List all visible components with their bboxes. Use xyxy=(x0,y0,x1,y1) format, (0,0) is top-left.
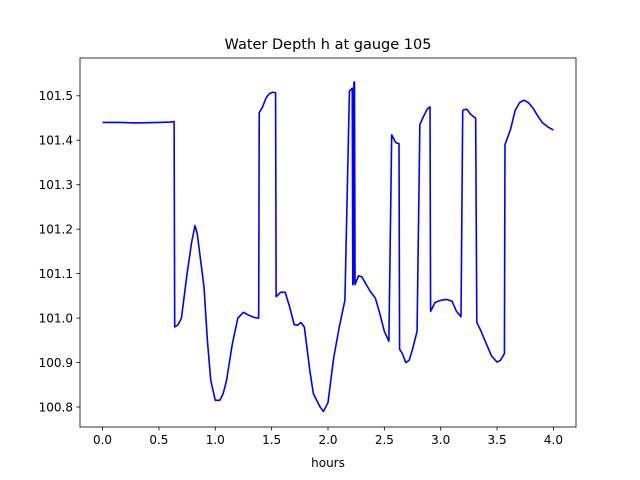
y-tick-label: 101.0 xyxy=(39,311,73,325)
y-tick-label: 100.8 xyxy=(39,400,73,414)
plot-frame xyxy=(79,57,577,428)
x-tick-label: 1.5 xyxy=(262,433,281,447)
y-tick-label: 100.9 xyxy=(39,356,73,370)
plot-area xyxy=(79,57,577,428)
y-tick-label: 101.2 xyxy=(39,222,73,236)
x-axis-label: hours xyxy=(311,456,345,470)
x-axis: 0.0 0.5 1.0 1.5 2.0 2.5 3.0 3.5 4.0 xyxy=(93,427,563,447)
x-tick-label: 2.5 xyxy=(375,433,394,447)
x-tick-label: 3.0 xyxy=(431,433,450,447)
x-tick-label: 0.5 xyxy=(149,433,168,447)
chart-title: Water Depth h at gauge 105 xyxy=(225,37,432,53)
series-line-0 xyxy=(102,81,554,413)
x-tick-label: 0.0 xyxy=(93,433,112,447)
x-tick-label: 4.0 xyxy=(544,433,563,447)
y-tick-label: 101.4 xyxy=(39,134,73,148)
x-tick-label: 3.5 xyxy=(488,433,507,447)
y-tick-label: 101.3 xyxy=(39,178,73,192)
y-axis: 100.8 100.9 101.0 101.1 101.2 101.3 101.4 101.5 xyxy=(39,89,80,414)
x-tick-label: 1.0 xyxy=(206,433,225,447)
y-tick-label: 101.5 xyxy=(39,89,73,103)
x-tick-label: 2.0 xyxy=(318,433,337,447)
y-tick-label: 101.1 xyxy=(39,267,73,281)
